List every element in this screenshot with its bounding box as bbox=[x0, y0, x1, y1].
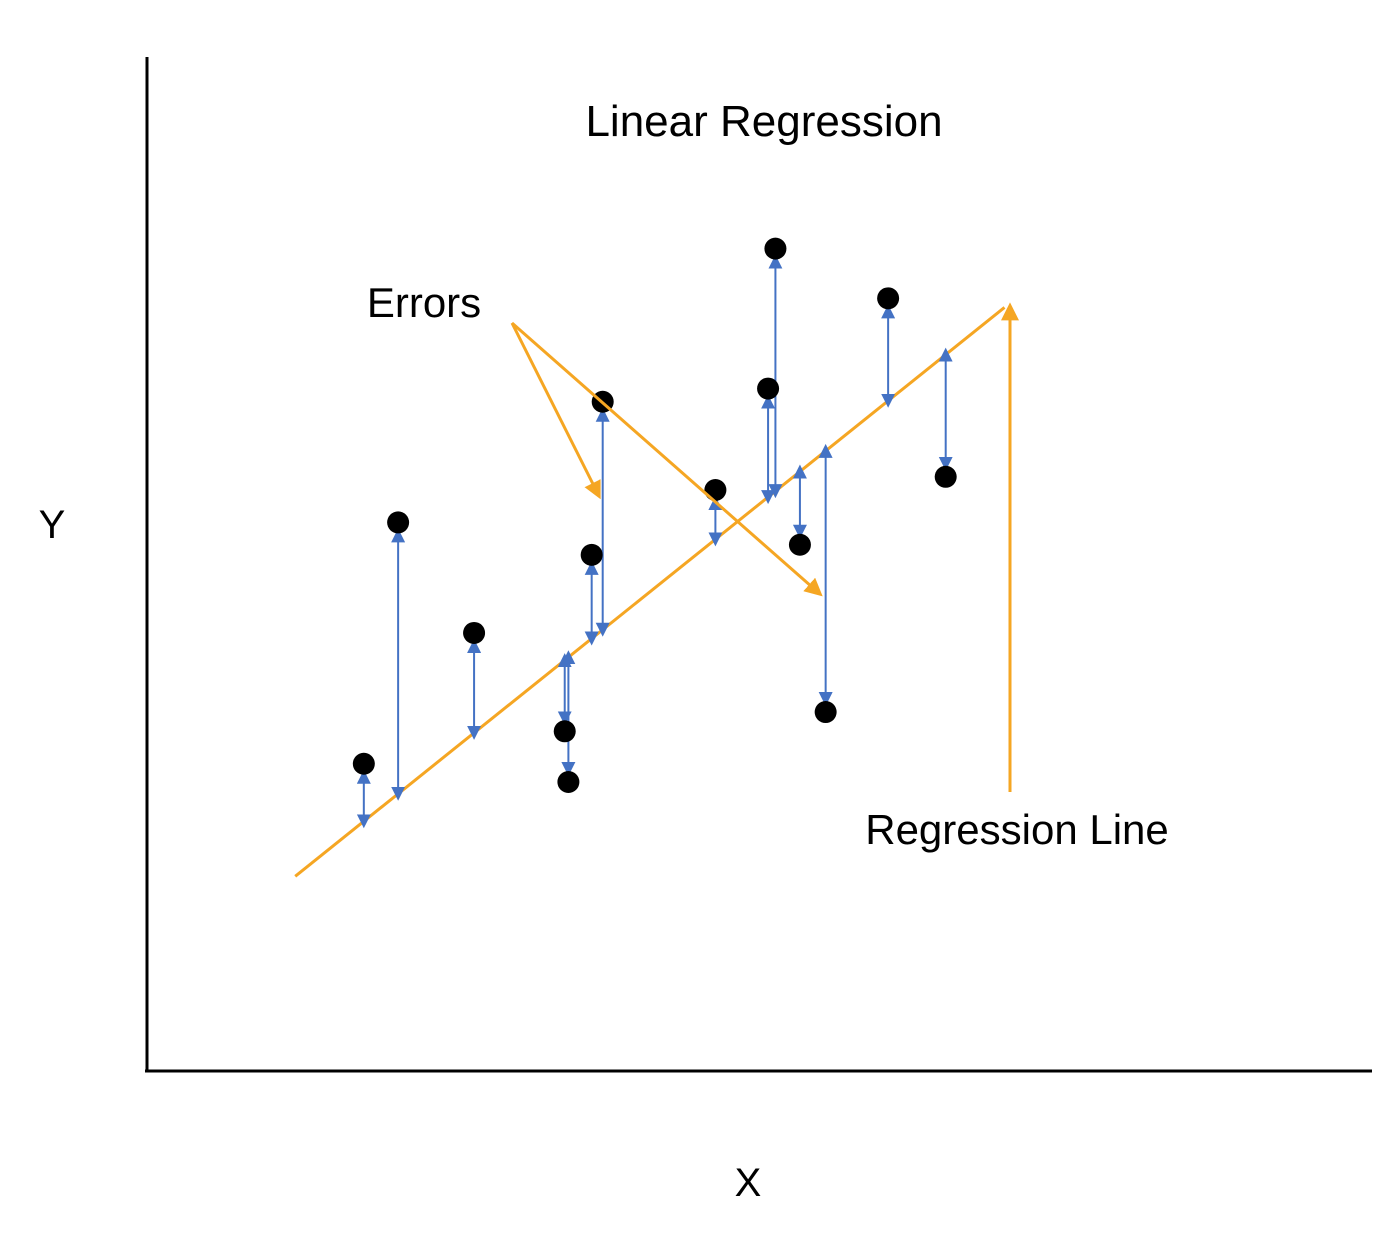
data-point bbox=[553, 720, 576, 743]
errors-arrow-2 bbox=[511, 321, 823, 597]
data-point bbox=[814, 701, 837, 724]
regression-line-label: Regression Line bbox=[865, 806, 1169, 853]
errors-arrow-1 bbox=[510, 322, 601, 500]
data-point bbox=[788, 533, 811, 556]
data-point bbox=[352, 752, 375, 775]
chart-title: Linear Regression bbox=[585, 97, 942, 146]
data-point bbox=[877, 287, 900, 310]
data-point bbox=[557, 771, 580, 794]
errors-label: Errors bbox=[367, 279, 481, 326]
data-point bbox=[757, 377, 780, 400]
error-arrows bbox=[356, 254, 953, 829]
data-point bbox=[387, 511, 410, 534]
data-point bbox=[580, 543, 603, 566]
data-point bbox=[704, 478, 727, 501]
y-axis-label: Y bbox=[39, 503, 66, 547]
regression-line bbox=[294, 306, 1006, 878]
data-point bbox=[764, 237, 787, 260]
x-axis-label: X bbox=[735, 1161, 762, 1205]
data-point bbox=[934, 465, 957, 488]
data-point bbox=[463, 621, 486, 644]
